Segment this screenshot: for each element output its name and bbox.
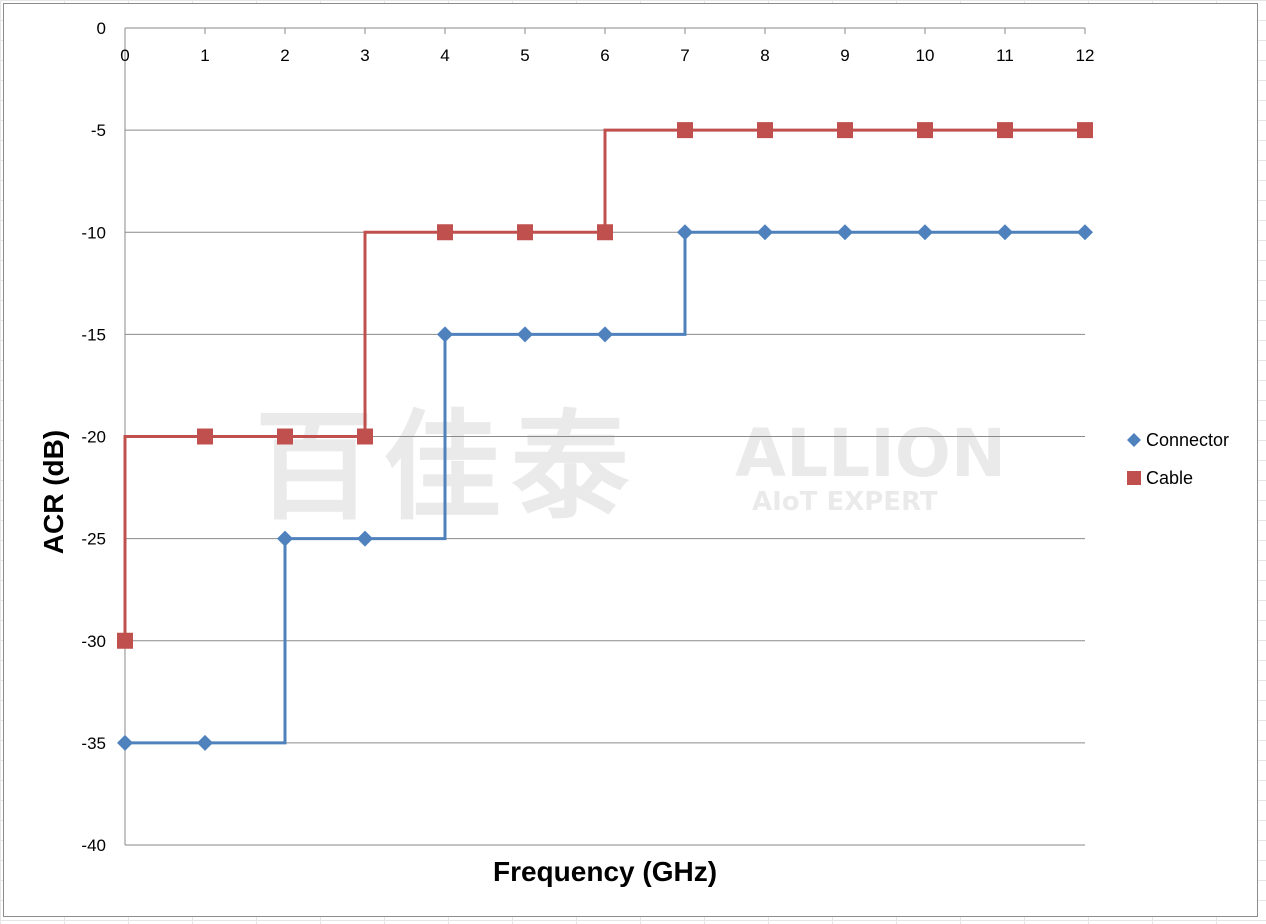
x-tick-label: 6: [600, 46, 609, 65]
legend-label-connector: Connector: [1146, 430, 1229, 450]
data-point-cable: [677, 122, 693, 139]
data-point-connector: [437, 326, 453, 343]
data-point-connector: [597, 326, 613, 343]
data-point-cable: [357, 428, 373, 445]
data-point-connector: [277, 530, 293, 547]
data-point-connector: [117, 734, 133, 751]
data-point-cable: [1077, 122, 1093, 139]
data-point-connector: [837, 224, 853, 241]
x-tick-label: 5: [520, 46, 529, 65]
y-tick-label: -25: [81, 530, 106, 549]
y-axis-title: ACR (dB): [38, 430, 69, 554]
x-tick-label: 8: [760, 46, 769, 65]
data-point-cable: [837, 122, 853, 139]
x-axis-title: Frequency (GHz): [493, 856, 717, 887]
watermark-brand: ALLION: [735, 415, 1006, 492]
data-point-cable: [117, 632, 133, 649]
y-tick-label: -15: [81, 325, 106, 344]
x-tick-label: 3: [360, 46, 369, 65]
x-tick-label: 1: [200, 46, 209, 65]
data-point-connector: [517, 326, 533, 343]
y-tick-label: -30: [81, 632, 106, 651]
watermark-cjk: 百佳泰: [255, 398, 639, 536]
legend[interactable]: Connector Cable: [1127, 430, 1229, 488]
legend-item-cable[interactable]: Cable: [1127, 468, 1193, 488]
x-tick-label: 7: [680, 46, 689, 65]
data-point-connector: [917, 224, 933, 241]
x-tick-label: 10: [916, 46, 935, 65]
data-point-cable: [917, 122, 933, 139]
data-point-connector: [197, 734, 213, 751]
series-line-connector: [125, 230, 1085, 745]
chart-area[interactable]: [3, 3, 1258, 917]
data-point-cable: [517, 224, 533, 241]
data-point-connector: [1077, 224, 1093, 241]
x-tick-label: 12: [1076, 46, 1095, 65]
data-point-cable: [597, 224, 613, 241]
x-tick-label: 11: [996, 46, 1014, 65]
y-tick-label: -40: [81, 836, 106, 855]
y-tick-labels: 0 -5 -10 -15 -20 -25 -30 -35 -40: [81, 19, 106, 855]
data-point-cable: [277, 428, 293, 445]
x-tick-labels: 0 1 2 3 4 5 6 7 8 9 10 11 12: [120, 46, 1094, 65]
y-tick-label: -35: [81, 734, 106, 753]
data-point-cable: [437, 224, 453, 241]
watermark: 百佳泰 ALLION AIoT EXPERT: [255, 398, 1006, 536]
x-tick-label: 9: [840, 46, 849, 65]
x-tick-label: 2: [280, 46, 289, 65]
data-point-connector: [357, 530, 373, 547]
data-point-connector: [997, 224, 1013, 241]
legend-item-connector[interactable]: Connector: [1127, 430, 1229, 450]
y-tick-label: -5: [91, 121, 106, 140]
data-point-cable: [197, 428, 213, 445]
series-markers: [117, 122, 1093, 751]
x-tick-label: 4: [440, 46, 449, 65]
y-tick-label: -10: [81, 223, 106, 242]
y-tick-label: 0: [97, 19, 106, 38]
data-point-connector: [757, 224, 773, 241]
series-line-cable: [123, 128, 1085, 641]
legend-marker-cable: [1127, 471, 1141, 485]
y-tick-label: -20: [81, 428, 106, 447]
legend-label-cable: Cable: [1146, 468, 1193, 488]
data-point-cable: [757, 122, 773, 139]
series-lines: [123, 128, 1085, 745]
watermark-tagline: AIoT EXPERT: [752, 487, 938, 517]
x-tick-label: 0: [120, 46, 129, 65]
legend-marker-connector: [1127, 433, 1141, 447]
data-point-connector: [677, 224, 693, 241]
data-point-cable: [997, 122, 1013, 139]
